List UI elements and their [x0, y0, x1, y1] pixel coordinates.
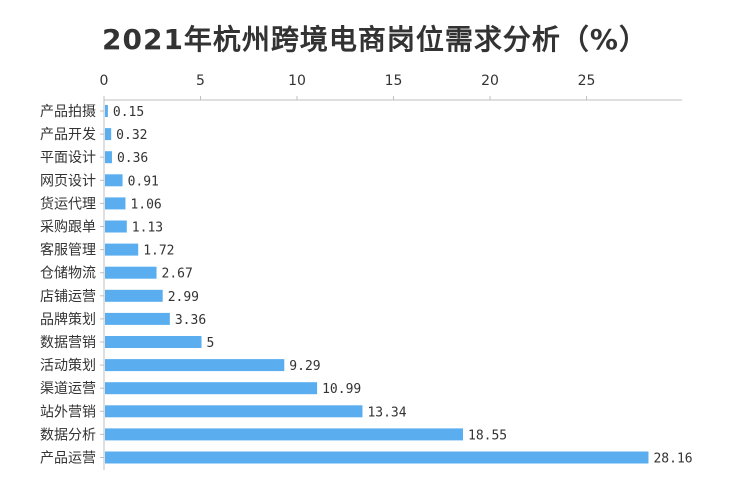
- data-label: 10.99: [322, 382, 361, 397]
- bar: [105, 266, 157, 279]
- category-label: 产品拍摄: [40, 104, 96, 120]
- category-label: 数据分析: [40, 427, 96, 443]
- x-tick-label: 25: [578, 73, 596, 89]
- category-label: 产品开发: [40, 127, 96, 143]
- bar: [105, 105, 108, 117]
- bar: [105, 312, 170, 325]
- category-label: 产品运营: [40, 451, 96, 467]
- axes: 0 5 10 15 20 25: [100, 73, 682, 470]
- data-label: 2.67: [162, 267, 193, 282]
- bar: [105, 405, 363, 418]
- bar: [105, 197, 126, 210]
- x-tick-label: 0: [100, 73, 109, 89]
- bar: [105, 451, 649, 464]
- category-label: 采购跟单: [40, 220, 96, 236]
- category-label: 店铺运营: [40, 289, 96, 305]
- data-label: 0.36: [117, 151, 148, 166]
- data-label: 5: [207, 336, 215, 351]
- category-label: 活动策划: [40, 357, 96, 374]
- x-tick-label: 20: [481, 73, 499, 89]
- data-label: 3.36: [175, 313, 206, 328]
- bar: [105, 359, 285, 372]
- data-label: 9.29: [289, 359, 320, 374]
- data-label: 28.16: [653, 452, 692, 467]
- category-label: 仓储物流: [40, 266, 96, 282]
- data-label: 0.15: [113, 105, 144, 120]
- bar: [105, 289, 163, 302]
- x-tick-label: 15: [385, 73, 403, 89]
- data-label: 1.72: [143, 244, 174, 259]
- bar: [105, 428, 464, 441]
- data-label: 18.55: [468, 428, 507, 443]
- x-tick-label: 10: [288, 73, 306, 89]
- category-label: 渠道运营: [40, 381, 96, 397]
- labels: 产品拍摄 0.15 产品开发 0.32 平面设计 0.36 网页设计 0.91 货运代理 1.06…: [40, 104, 693, 467]
- bar: [105, 243, 139, 256]
- data-label: 2.99: [168, 290, 199, 305]
- data-label: 13.34: [367, 405, 406, 420]
- bars: [105, 105, 649, 464]
- data-label: 1.13: [132, 221, 163, 236]
- bar: [105, 220, 127, 233]
- category-label: 数据营销: [40, 335, 96, 351]
- category-label: 平面设计: [40, 150, 96, 166]
- category-label: 站外营销: [40, 404, 96, 420]
- category-label: 品牌策划: [40, 311, 96, 328]
- bar: [105, 174, 123, 187]
- bar: [105, 336, 202, 348]
- bar: [105, 382, 318, 395]
- chart-title: 2021年杭州跨境电商岗位需求分析（%）: [102, 23, 648, 56]
- category-label: 货运代理: [40, 195, 96, 212]
- category-label: 客服管理: [40, 242, 96, 259]
- data-label: 1.06: [130, 197, 161, 212]
- category-label: 网页设计: [40, 173, 96, 189]
- data-label: 0.91: [128, 174, 159, 189]
- bar: [105, 151, 112, 164]
- x-tick-label: 5: [196, 73, 205, 89]
- data-label: 0.32: [116, 128, 147, 143]
- bar: [105, 128, 112, 141]
